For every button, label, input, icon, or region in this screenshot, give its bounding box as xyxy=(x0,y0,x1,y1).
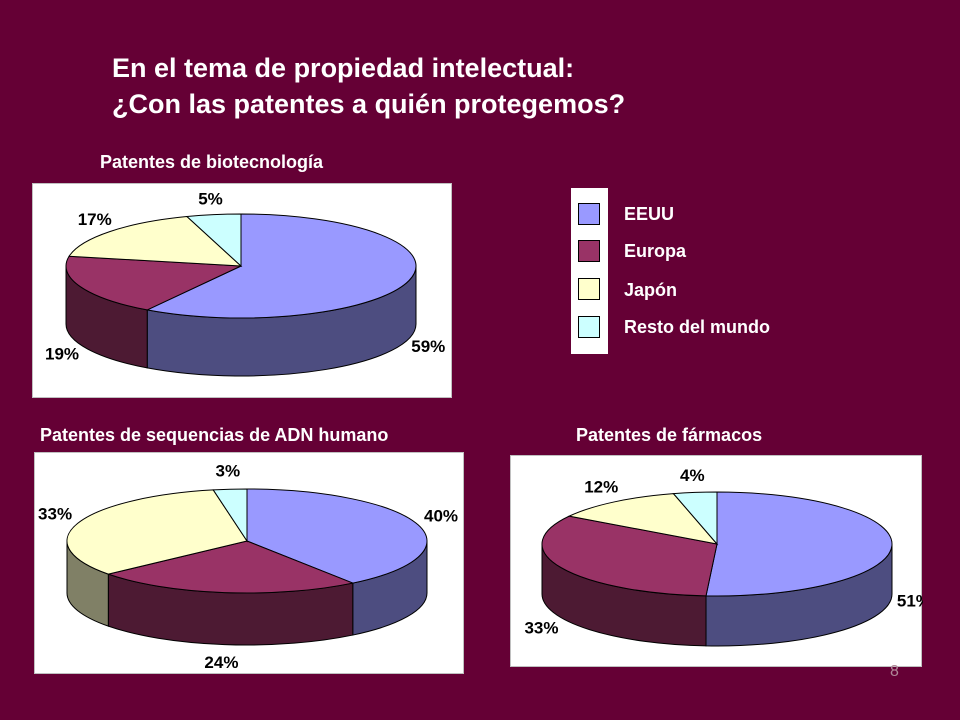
adn-label-0: 40% xyxy=(424,506,458,525)
bio-slice-0 xyxy=(145,213,417,319)
legend-swatch-eeuu xyxy=(578,203,600,225)
adn-label-1: 24% xyxy=(204,653,238,672)
pie-chart-adn: 40% 24% 33% 3% xyxy=(38,462,458,673)
chart-panel-farmacos: 51% 33% 12% 4% xyxy=(510,455,923,667)
far-slice-2 xyxy=(567,493,719,545)
page-number: 8 xyxy=(890,663,899,680)
title-line-1: En el tema de propiedad intelectual: xyxy=(112,53,575,83)
far-label-3: 4% xyxy=(680,466,705,485)
legend-label-resto: Resto del mundo xyxy=(624,317,771,337)
adn-slice-2 xyxy=(66,489,248,575)
pie-chart-biotecnologia: 59% 19% 17% 5% xyxy=(45,189,445,377)
bio-slice-3 xyxy=(185,213,242,268)
adn-slice-1 xyxy=(106,540,355,594)
bio-label-3: 5% xyxy=(198,189,223,208)
bio-label-1: 19% xyxy=(45,345,79,364)
bio-label-0: 59% xyxy=(411,337,445,356)
bio-label-2: 17% xyxy=(78,210,112,229)
legend-swatch-japon xyxy=(578,278,600,300)
chart-panel-biotecnologia: 59% 19% 17% 5% xyxy=(32,183,452,398)
legend-label-japon: Japón xyxy=(624,280,678,300)
bio-slice-1 xyxy=(65,255,242,311)
adn-slice-3 xyxy=(212,488,248,543)
adn-slice-0 xyxy=(246,488,428,584)
legend-swatch-europa xyxy=(578,240,600,262)
legend-label-eeuu: EEUU xyxy=(624,204,675,224)
adn-label-3: 3% xyxy=(216,462,241,481)
pie-chart-farmacos: 51% 33% 12% 4% xyxy=(524,466,923,647)
legend-label-europa: Europa xyxy=(624,241,687,261)
far-slice-3 xyxy=(672,491,718,546)
title-line-2: ¿Con las patentes a quién protegemos? xyxy=(112,89,626,119)
chart-title-adn: Patentes de sequencias de ADN humano xyxy=(40,425,389,445)
far-label-1: 33% xyxy=(524,619,558,638)
far-label-2: 12% xyxy=(584,478,618,497)
chart-panel-adn: 40% 24% 33% 3% xyxy=(34,452,464,674)
adn-label-2: 33% xyxy=(38,504,72,523)
chart-title-farmacos: Patentes de fármacos xyxy=(576,425,763,445)
far-slice-0 xyxy=(705,491,893,597)
page-title: En el tema de propiedad intelectual: ¿Co… xyxy=(112,50,625,122)
bio-slice-2 xyxy=(68,216,243,267)
far-label-0: 51% xyxy=(897,591,923,610)
legend-swatch-resto xyxy=(578,316,600,338)
chart-title-biotecnologia: Patentes de biotecnología xyxy=(100,152,324,172)
